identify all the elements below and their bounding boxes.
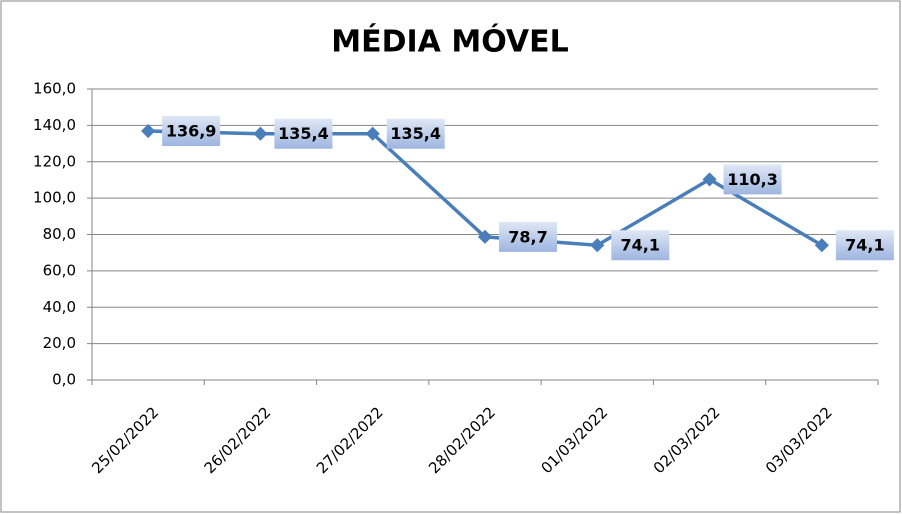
y-tick-label: 0,0	[52, 371, 76, 389]
data-label: 74,1	[845, 236, 884, 255]
data-label: 74,1	[621, 236, 660, 255]
data-label-box	[611, 230, 670, 261]
y-tick-label: 40,0	[43, 298, 76, 316]
data-label: 135,4	[278, 124, 329, 143]
y-tick-label: 100,0	[33, 189, 76, 207]
data-label-box	[162, 116, 221, 147]
data-label: 110,3	[727, 170, 778, 189]
data-label: 136,9	[166, 122, 217, 141]
marker	[253, 126, 268, 141]
data-label-box	[386, 118, 445, 149]
marker	[702, 172, 717, 187]
y-tick-label: 60,0	[43, 261, 76, 279]
chart-title: MÉDIA MÓVEL	[331, 23, 568, 60]
data-label: 78,7	[508, 227, 547, 246]
marker	[477, 229, 493, 244]
y-tick-label: 140,0	[33, 116, 76, 134]
data-label: 135,4	[390, 124, 441, 143]
data-label-box	[499, 221, 557, 252]
y-tick-label: 80,0	[43, 225, 76, 243]
y-tick-label: 160,0	[33, 80, 76, 98]
data-label-box	[274, 118, 333, 149]
marker	[365, 126, 380, 141]
marker	[814, 238, 829, 253]
data-label-box	[723, 164, 782, 195]
marker	[590, 238, 605, 253]
y-tick-label: 120,0	[33, 152, 76, 170]
data-label-box	[835, 230, 894, 261]
y-tick-label: 20,0	[43, 334, 76, 352]
